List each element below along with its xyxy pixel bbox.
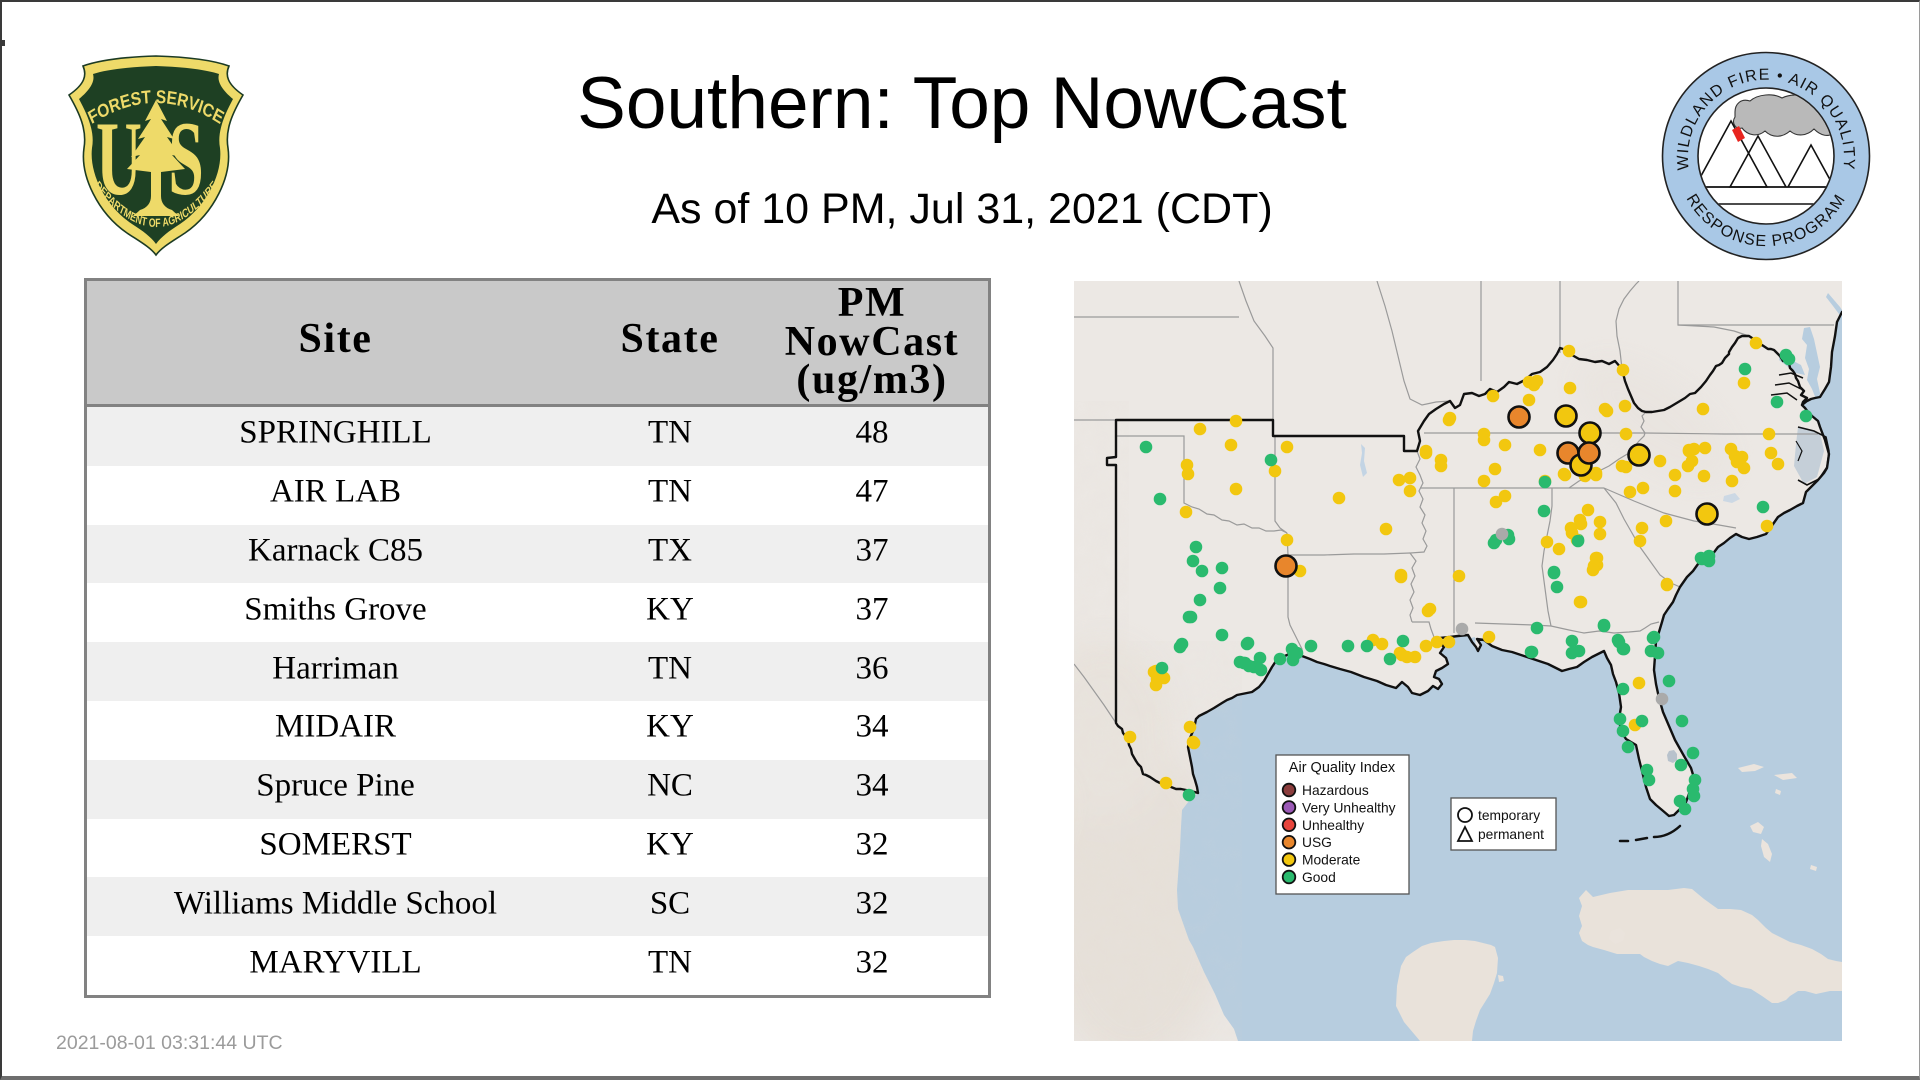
svg-text:Unhealthy: Unhealthy <box>1302 818 1364 833</box>
svg-text:USG: USG <box>1302 835 1332 850</box>
svg-text:Very Unhealthy: Very Unhealthy <box>1302 800 1396 815</box>
svg-text:Hazardous: Hazardous <box>1302 783 1369 798</box>
svg-text:Moderate: Moderate <box>1302 853 1361 868</box>
svg-text:Good: Good <box>1302 870 1336 885</box>
svg-text:Air Quality Index: Air Quality Index <box>1289 760 1396 776</box>
svg-text:temporary: temporary <box>1478 808 1540 823</box>
svg-text:U: U <box>96 99 142 217</box>
svg-text:permanent: permanent <box>1478 827 1544 842</box>
